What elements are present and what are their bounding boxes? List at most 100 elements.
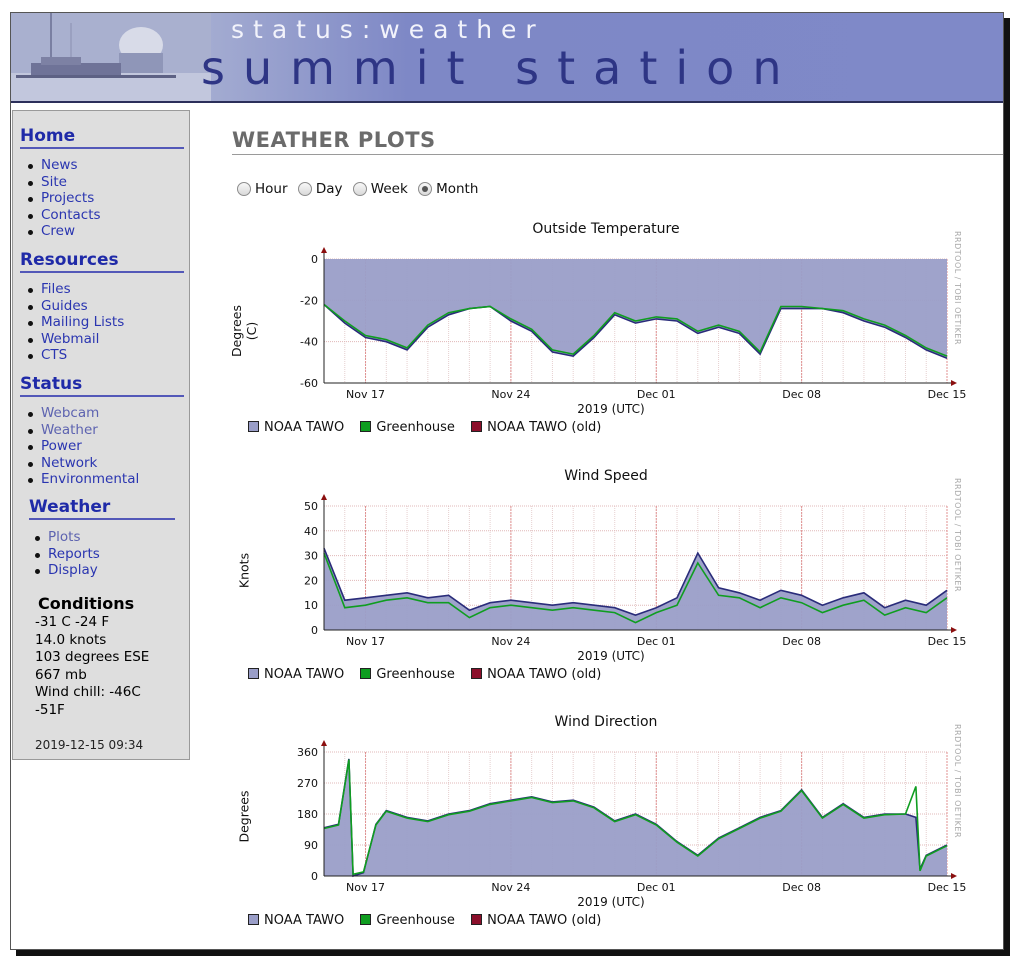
- rrdtool-watermark: RRDTOOL / TOBI OETIKER: [953, 478, 962, 593]
- conditions-readout: -31 C -24 F 14.0 knots 103 degrees ESE 6…: [35, 614, 149, 719]
- x-axis-arrow: [951, 873, 957, 879]
- nav-item-mailing-lists[interactable]: Mailing Lists: [13, 314, 124, 331]
- nav-item-guides[interactable]: Guides: [13, 298, 124, 315]
- radio-hour-dot[interactable]: [237, 182, 251, 196]
- condition-wind-chill: Wind chill: -46C: [35, 684, 141, 700]
- nav-status-heading[interactable]: Status: [20, 374, 184, 397]
- x-tick-label: Dec 01: [637, 881, 676, 894]
- y-axis-arrow: [321, 247, 327, 253]
- legend-swatch: [471, 668, 483, 679]
- legend-swatch: [471, 914, 483, 925]
- x-axis-arrow: [951, 627, 957, 633]
- chart-title: Outside Temperature: [532, 221, 680, 237]
- y-axis-arrow: [321, 494, 327, 500]
- page-title: WEATHER PLOTS: [232, 128, 436, 152]
- conditions-timestamp: 2019-12-15 09:34: [35, 738, 144, 752]
- nav-item-network[interactable]: Network: [13, 455, 139, 472]
- nav-item-projects[interactable]: Projects: [13, 190, 101, 207]
- legend-noaa-tawo-old: NOAA TAWO (old): [471, 913, 601, 928]
- nav-item-reports[interactable]: Reports: [13, 546, 100, 563]
- y-tick-label: 50: [304, 500, 318, 513]
- wind-direction-chart: Wind Direction Degrees 0 90 180 270 360 Nov 1…: [231, 714, 971, 939]
- range-month-label[interactable]: Month: [436, 181, 479, 197]
- nav-item-site[interactable]: Site: [13, 174, 101, 191]
- y-tick-label: 30: [304, 550, 318, 563]
- range-hour-radio[interactable]: Hour: [237, 181, 288, 197]
- nav-resources-heading[interactable]: Resources: [20, 250, 184, 273]
- legend-label: NOAA TAWO (old): [487, 667, 602, 682]
- nav-item-crew[interactable]: Crew: [13, 223, 101, 240]
- site-banner: status:weather summit station: [11, 13, 1003, 103]
- nav-weather-heading[interactable]: Weather: [29, 497, 175, 520]
- nav-item-display[interactable]: Display: [13, 562, 100, 579]
- series-greenhouse-line: [323, 303, 948, 357]
- banner-title[interactable]: summit station: [201, 41, 800, 95]
- condition-wind-direction: 103 degrees ESE: [35, 649, 150, 665]
- nav-item-webcam[interactable]: Webcam: [13, 405, 139, 422]
- temperature-plot: 0 -20 -40 -60 Nov 17 Nov 24 Dec 01 Dec 08 Dec 15: [300, 247, 966, 401]
- legend-swatch: [471, 421, 483, 432]
- legend-noaa-tawo: NOAA TAWO: [248, 667, 344, 682]
- chart-title: Wind Speed: [564, 468, 648, 484]
- range-hour-label[interactable]: Hour: [255, 181, 288, 197]
- nav-home-heading[interactable]: Home: [20, 126, 184, 149]
- legend-swatch: [248, 668, 259, 679]
- y-tick-label: 90: [304, 839, 318, 852]
- nav-item-contacts[interactable]: Contacts: [13, 207, 101, 224]
- x-tick-label: Nov 24: [491, 388, 530, 401]
- legend-noaa-tawo-old: NOAA TAWO (old): [471, 667, 601, 682]
- wind-speed-chart: Wind Speed Knots 0 10 20 30 40 50 Nov 17 Nov 24…: [231, 468, 971, 693]
- legend-label: NOAA TAWO (old): [487, 913, 602, 928]
- range-month-radio[interactable]: Month: [418, 181, 478, 197]
- nav-item-news[interactable]: News: [13, 157, 101, 174]
- x-tick-label: Nov 24: [491, 881, 530, 894]
- x-tick-label: Nov 24: [491, 635, 530, 648]
- range-day-label[interactable]: Day: [315, 181, 343, 197]
- radio-day-dot[interactable]: [297, 182, 312, 196]
- nav-item-plots[interactable]: Plots: [13, 529, 100, 546]
- sidebar: Home News Site Projects Contacts Crew Re…: [12, 110, 190, 760]
- x-tick-label: Nov 17: [346, 881, 385, 894]
- nav-item-power[interactable]: Power: [13, 438, 139, 455]
- nav-item-webmail[interactable]: Webmail: [13, 331, 124, 348]
- nav-item-cts[interactable]: CTS: [13, 347, 124, 364]
- series-noaa-tawo-area: [324, 259, 947, 359]
- legend-noaa-tawo: NOAA TAWO: [248, 913, 344, 928]
- range-week-label[interactable]: Week: [370, 181, 408, 197]
- x-tick-label: Dec 08: [782, 881, 821, 894]
- nav-item-environmental[interactable]: Environmental: [13, 471, 139, 488]
- y-tick-label: 270: [297, 777, 318, 790]
- x-axis-label: 2019 (UTC): [577, 649, 645, 663]
- series-greenhouse-line: [323, 759, 948, 876]
- legend-swatch: [360, 668, 372, 679]
- legend-label: NOAA TAWO: [264, 913, 345, 928]
- y-tick-label: 360: [297, 746, 318, 759]
- radio-week-dot[interactable]: [352, 182, 367, 196]
- y-tick-label: 0: [311, 624, 318, 637]
- y-tick-label: -20: [300, 294, 318, 307]
- series-greenhouse-line: [323, 552, 948, 624]
- legend-label: Greenhouse: [376, 913, 455, 928]
- x-tick-label: Dec 01: [637, 388, 676, 401]
- x-axis-label: 2019 (UTC): [577, 895, 645, 909]
- x-axis-label: 2019 (UTC): [577, 402, 645, 416]
- range-day-radio[interactable]: Day: [297, 181, 343, 197]
- condition-wind-chill-f: -51F: [35, 701, 65, 718]
- condition-wind-speed: 14.0 knots: [35, 631, 107, 648]
- range-week-radio[interactable]: Week: [352, 181, 408, 197]
- title-divider: [232, 154, 1003, 155]
- x-tick-label: Dec 08: [782, 388, 821, 401]
- x-tick-label: Dec 08: [782, 635, 821, 648]
- chart-legend: NOAA TAWO Greenhouse NOAA TAWO (old): [248, 420, 613, 435]
- legend-label: Greenhouse: [376, 420, 455, 435]
- x-tick-label: Dec 15: [928, 635, 967, 648]
- condition-temperature: -31 C -24 F: [35, 614, 110, 630]
- radio-month-dot[interactable]: [418, 182, 433, 196]
- legend-noaa-tawo: NOAA TAWO: [248, 420, 344, 435]
- chart-legend: NOAA TAWO Greenhouse NOAA TAWO (old): [248, 913, 613, 928]
- nav-item-weather[interactable]: Weather: [13, 422, 139, 439]
- nav-item-files[interactable]: Files: [13, 281, 124, 298]
- page-frame: status:weather summit station Home News …: [10, 12, 1004, 950]
- y-tick-label: 10: [304, 599, 318, 612]
- time-range-selector: Hour Day Week Month: [237, 181, 484, 197]
